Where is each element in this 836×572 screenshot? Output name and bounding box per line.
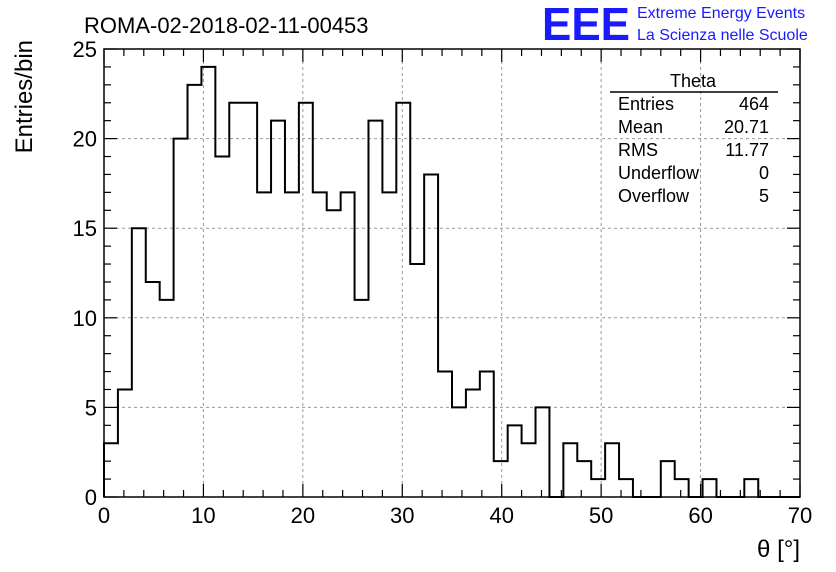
stats-label-rms: RMS <box>618 140 658 160</box>
x-tick-label: 0 <box>98 503 110 528</box>
axis-ticks <box>103 48 801 498</box>
stats-value-rms: 11.77 <box>725 140 769 160</box>
stats-box: Theta Entries 464 Mean 20.71 RMS 11.77 U… <box>610 71 778 206</box>
stats-value-mean: 20.71 <box>724 117 769 137</box>
stats-label-underflow: Underflow <box>618 163 700 183</box>
x-tick-label: 70 <box>788 503 812 528</box>
x-tick-label: 60 <box>688 503 712 528</box>
stats-title: Theta <box>670 71 717 91</box>
y-tick-label: 15 <box>73 216 97 241</box>
y-tick-label: 25 <box>73 37 97 62</box>
grid-lines <box>104 49 800 497</box>
stats-value-entries: 464 <box>739 94 769 114</box>
x-tick-label: 10 <box>191 503 215 528</box>
logo-line2: La Scienza nelle Scuole <box>637 27 808 44</box>
eee-logo: EEE Extreme Energy Events La Scienza nel… <box>542 0 808 50</box>
x-tick-label: 20 <box>291 503 315 528</box>
stats-label-overflow: Overflow <box>618 186 690 206</box>
histogram-line <box>103 65 800 498</box>
logo-line1: Extreme Energy Events <box>637 5 805 22</box>
logo-mark: EEE <box>542 0 630 50</box>
y-tick-labels: 0 5 10 15 20 25 <box>73 37 97 510</box>
x-tick-label: 50 <box>589 503 613 528</box>
y-tick-label: 0 <box>85 485 97 510</box>
x-tick-label: 40 <box>489 503 513 528</box>
stats-label-entries: Entries <box>618 94 674 114</box>
stats-value-overflow: 5 <box>759 186 769 206</box>
x-tick-labels: 0 10 20 30 40 50 60 70 <box>98 503 812 528</box>
stats-label-mean: Mean <box>618 117 663 137</box>
y-tick-label: 20 <box>73 127 97 152</box>
y-tick-label: 5 <box>85 395 97 420</box>
y-tick-label: 10 <box>73 306 97 331</box>
x-axis-label: θ [°] <box>757 536 800 563</box>
plot-frame <box>103 48 801 498</box>
stats-value-underflow: 0 <box>759 163 769 183</box>
y-axis-label: Entries/bin <box>11 40 38 153</box>
chart-title: ROMA-02-2018-02-11-00453 <box>84 13 369 38</box>
x-tick-label: 30 <box>390 503 414 528</box>
